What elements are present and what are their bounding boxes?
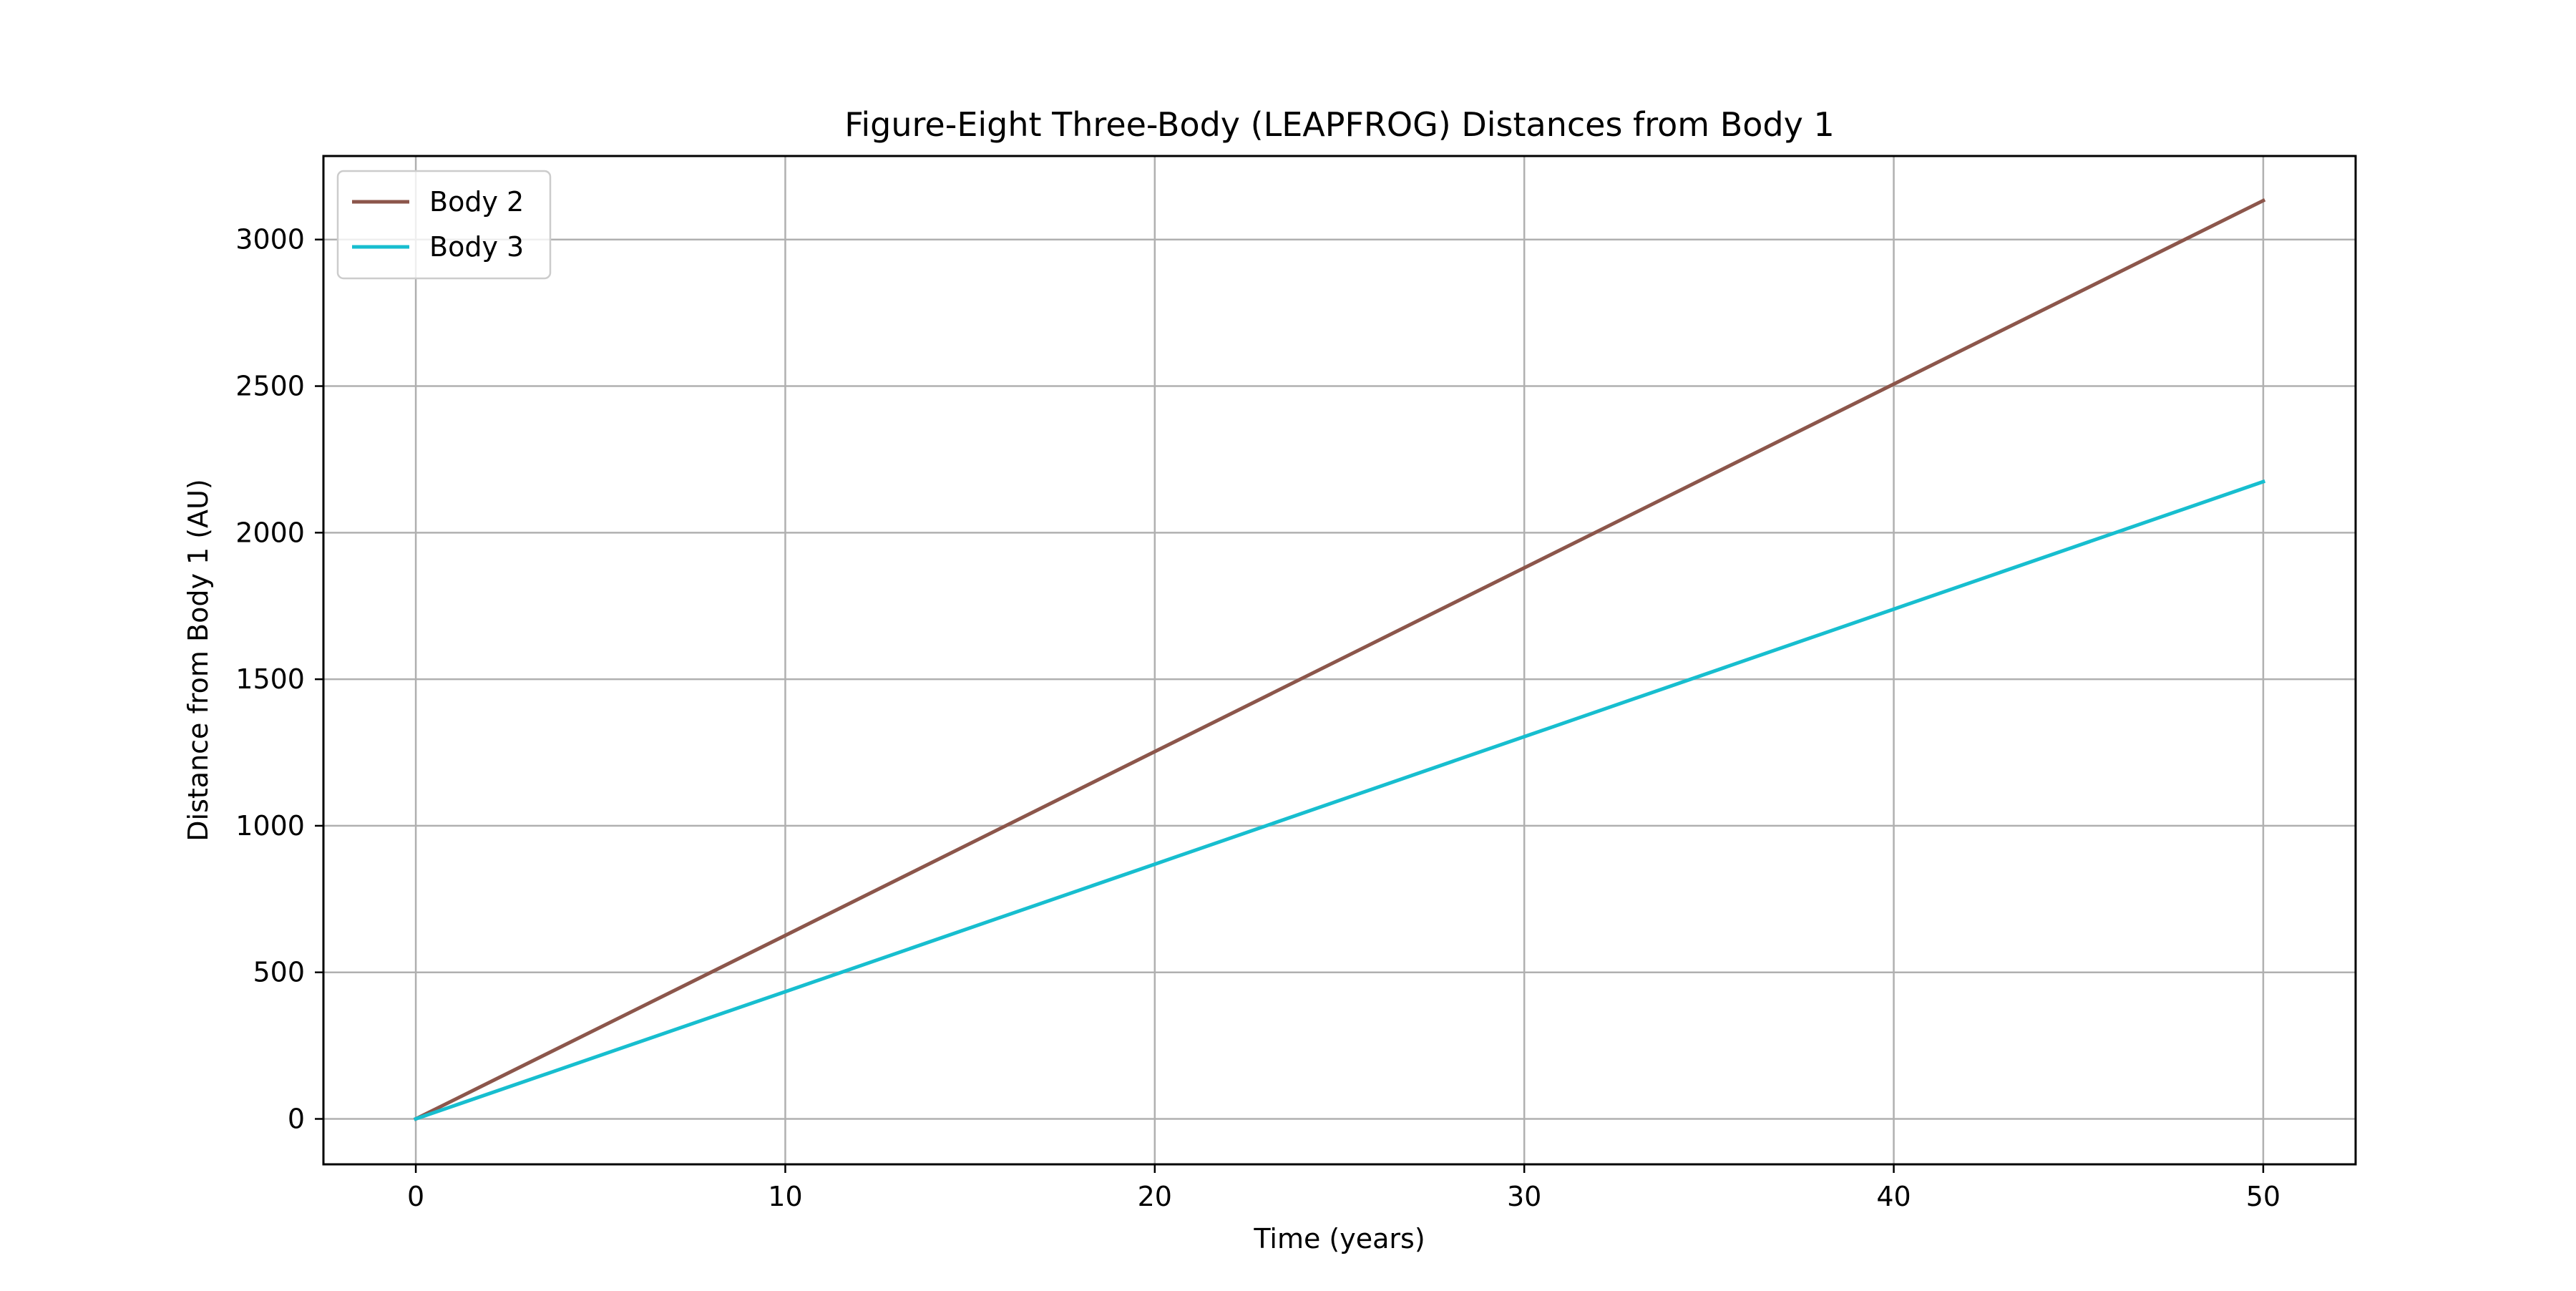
y-tick-label: 0 [288,1104,305,1135]
legend-box [336,170,552,280]
x-axis-label: Time (years) [1253,1223,1425,1255]
series-lines [413,198,2266,1121]
x-tick-label: 0 [407,1181,424,1212]
x-tick-label: 10 [768,1181,802,1212]
legend: Body 2 Body 3 [336,170,552,280]
x-tick-label: 20 [1138,1181,1172,1212]
x-tick-label: 50 [2246,1181,2280,1212]
y-axis-label: Distance from Body 1 (AU) [182,479,214,841]
x-tick-label: 30 [1507,1181,1541,1212]
x-tick-label: 40 [1876,1181,1911,1212]
y-tick-label: 2000 [235,517,305,548]
grid-lines [323,156,2356,1164]
series-line-2 [413,479,2266,1121]
legend-label: Body 2 [429,186,524,218]
y-tick-label: 500 [253,957,305,988]
y-tick-label: 3000 [235,224,305,255]
chart-title: Figure-Eight Three-Body (LEAPFROG) Dista… [844,105,1834,144]
series-line-1 [413,198,2266,1121]
y-tick-label: 1000 [235,810,305,842]
y-tick-label: 1500 [235,663,305,695]
y-tick-label: 2500 [235,371,305,402]
legend-label: Body 3 [429,231,524,263]
plot-frame [322,155,2357,1166]
